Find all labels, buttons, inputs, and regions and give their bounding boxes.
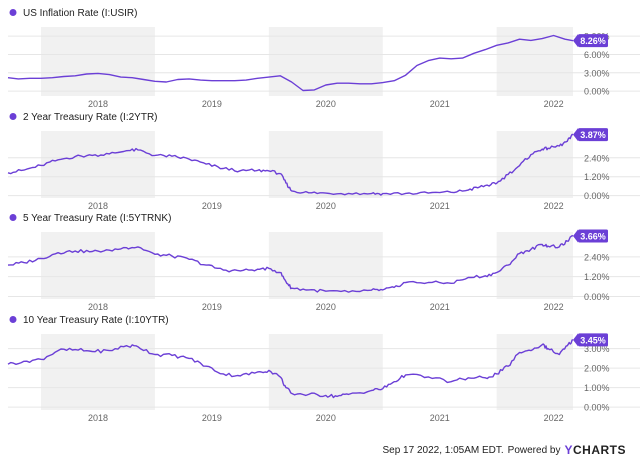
x-tick-label: 2019 <box>202 201 222 211</box>
value-badge-arrow <box>573 333 578 347</box>
x-tick-label: 2018 <box>88 99 108 109</box>
y-tick-label: 1.20% <box>584 172 610 182</box>
year-band <box>268 131 383 198</box>
value-badge-label: 8.26% <box>580 36 606 46</box>
ycharts-logo-text: CHARTS <box>573 443 626 457</box>
x-tick-label: 2021 <box>430 302 450 312</box>
series-line <box>7 339 574 399</box>
y-tick-label: 2.40% <box>584 153 610 163</box>
x-tick-label: 2020 <box>316 99 336 109</box>
x-tick-label: 2021 <box>430 201 450 211</box>
x-tick-label: 2019 <box>202 413 222 423</box>
chart-title: 5 Year Treasury Rate (I:5YTRNK) <box>23 213 171 224</box>
value-badge-arrow <box>573 34 578 48</box>
value-badge <box>578 34 608 48</box>
year-band <box>41 27 155 96</box>
legend-dot <box>9 214 17 221</box>
year-band <box>496 27 573 96</box>
year-band <box>496 334 573 410</box>
legend-dot <box>9 113 17 120</box>
chart-panel-3: 5 Year Treasury Rate (I:5YTRNK) 0.00% 1.20… <box>7 213 640 312</box>
x-tick-label: 2018 <box>88 413 108 423</box>
y-tick-label: 1.20% <box>584 272 610 282</box>
charts-canvas: US Inflation Rate (I:USIR) 0.00% 3.00% 6.00… <box>7 8 640 423</box>
x-tick-label: 2022 <box>544 302 564 312</box>
series-line <box>7 133 574 196</box>
x-tick-label: 2021 <box>430 413 450 423</box>
legend-dot <box>9 9 17 16</box>
x-tick-label: 2021 <box>430 99 450 109</box>
x-tick-label: 2018 <box>88 201 108 211</box>
x-tick-label: 2019 <box>202 302 222 312</box>
chart-panel-2: 2 Year Treasury Rate (I:2YTR) 0.00% 1.20% 2… <box>7 112 640 211</box>
year-band <box>496 232 573 299</box>
y-tick-label: 3.00% <box>584 344 610 354</box>
year-band <box>268 232 383 299</box>
x-tick-label: 2022 <box>544 201 564 211</box>
value-badge-arrow <box>573 229 578 243</box>
ycharts-logo[interactable]: YCHARTS <box>564 443 626 457</box>
year-band <box>41 131 155 198</box>
value-badge-label: 3.45% <box>580 335 606 345</box>
chart-title: 2 Year Treasury Rate (I:2YTR) <box>23 112 158 123</box>
year-band <box>41 232 155 299</box>
footer-powered-by: Powered by <box>507 444 561 456</box>
x-tick-label: 2020 <box>316 413 336 423</box>
series-line <box>7 235 574 293</box>
x-tick-label: 2022 <box>544 413 564 423</box>
series-line <box>7 34 574 92</box>
year-band <box>496 131 573 198</box>
y-tick-label: 0.00% <box>584 191 610 201</box>
chart-title: US Inflation Rate (I:USIR) <box>23 8 137 19</box>
y-tick-label: 1.00% <box>584 383 610 393</box>
value-badge-arrow <box>573 128 578 142</box>
y-tick-label: 0.00% <box>584 87 610 97</box>
y-tick-label: 2.40% <box>584 252 610 262</box>
y-tick-label: 2.00% <box>584 364 610 374</box>
ycharts-logo-y: Y <box>564 443 573 457</box>
x-tick-label: 2019 <box>202 99 222 109</box>
value-badge <box>578 333 608 347</box>
y-tick-label: 3.00% <box>584 68 610 78</box>
chart-panel-1: US Inflation Rate (I:USIR) 0.00% 3.00% 6.00… <box>7 8 640 109</box>
x-tick-label: 2020 <box>316 302 336 312</box>
footer-timestamp: Sep 17 2022, 1:05AM EDT. <box>382 444 504 456</box>
value-badge <box>578 229 608 243</box>
footer: Sep 17 2022, 1:05AM EDT. Powered by YCHA… <box>382 440 626 460</box>
chart-panel-4: 10 Year Treasury Rate (I:10YTR) 0.00% 1.00… <box>7 315 640 423</box>
legend-dot <box>9 316 17 323</box>
year-band <box>268 334 383 410</box>
value-badge-label: 3.66% <box>580 231 606 241</box>
y-tick-label: 0.00% <box>584 403 610 413</box>
value-badge-label: 3.87% <box>580 130 606 140</box>
x-tick-label: 2020 <box>316 201 336 211</box>
x-tick-label: 2018 <box>88 302 108 312</box>
year-band <box>41 334 155 410</box>
value-badge <box>578 128 608 142</box>
y-tick-label: 0.00% <box>584 292 610 302</box>
chart-title: 10 Year Treasury Rate (I:10YTR) <box>23 315 169 326</box>
y-tick-label: 6.00% <box>584 50 610 60</box>
x-tick-label: 2022 <box>544 99 564 109</box>
